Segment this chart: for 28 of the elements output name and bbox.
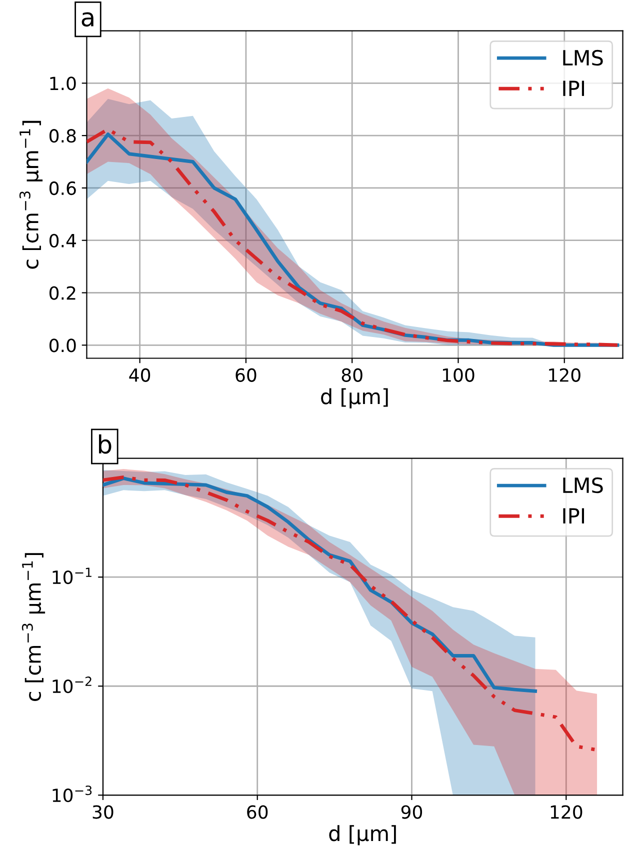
x-tick-label: 120 — [549, 368, 580, 382]
x-tick-label: 60 — [247, 805, 268, 819]
y-tick-label: 0.8 — [49, 129, 76, 143]
x-tick-label: 90 — [401, 805, 422, 819]
x-tick-label: 100 — [442, 368, 474, 382]
y-tick-label: 1.0 — [50, 76, 76, 90]
x-tick-label: 60 — [236, 368, 256, 382]
y-axis-title: c [cm$^{−3}$ μm$^{−1}$] — [22, 553, 46, 701]
y-tick-label: 10$^{−1}$ — [52, 568, 92, 584]
text: a — [82, 12, 94, 27]
y-tick-label: 0.6 — [49, 181, 76, 196]
x-tick-label: 30 — [92, 805, 114, 819]
y-tick-label: 0.0 — [49, 338, 76, 352]
legend-label: LMS — [563, 477, 603, 494]
y-tick-label: 10$^{−3}$ — [52, 786, 92, 802]
legend-label: IPI — [563, 508, 584, 524]
x-tick-label: 80 — [342, 368, 362, 382]
legend-label: IPI — [563, 80, 584, 96]
y-tick-label: 10$^{−2}$ — [52, 676, 92, 694]
y-tick-label: 0.4 — [49, 234, 76, 248]
x-tick-label: 40 — [129, 368, 150, 382]
y-axis-title: c [cm$^{−3}$ μm$^{−1}$] — [19, 120, 43, 269]
y-tick-label: 0.2 — [49, 286, 76, 300]
legend-label: LMS — [563, 50, 603, 66]
x-tick-label: 120 — [550, 805, 582, 819]
x-axis-title: d [μm] — [329, 825, 396, 846]
text: b — [98, 434, 112, 454]
x-axis-title: d [μm] — [321, 388, 388, 408]
